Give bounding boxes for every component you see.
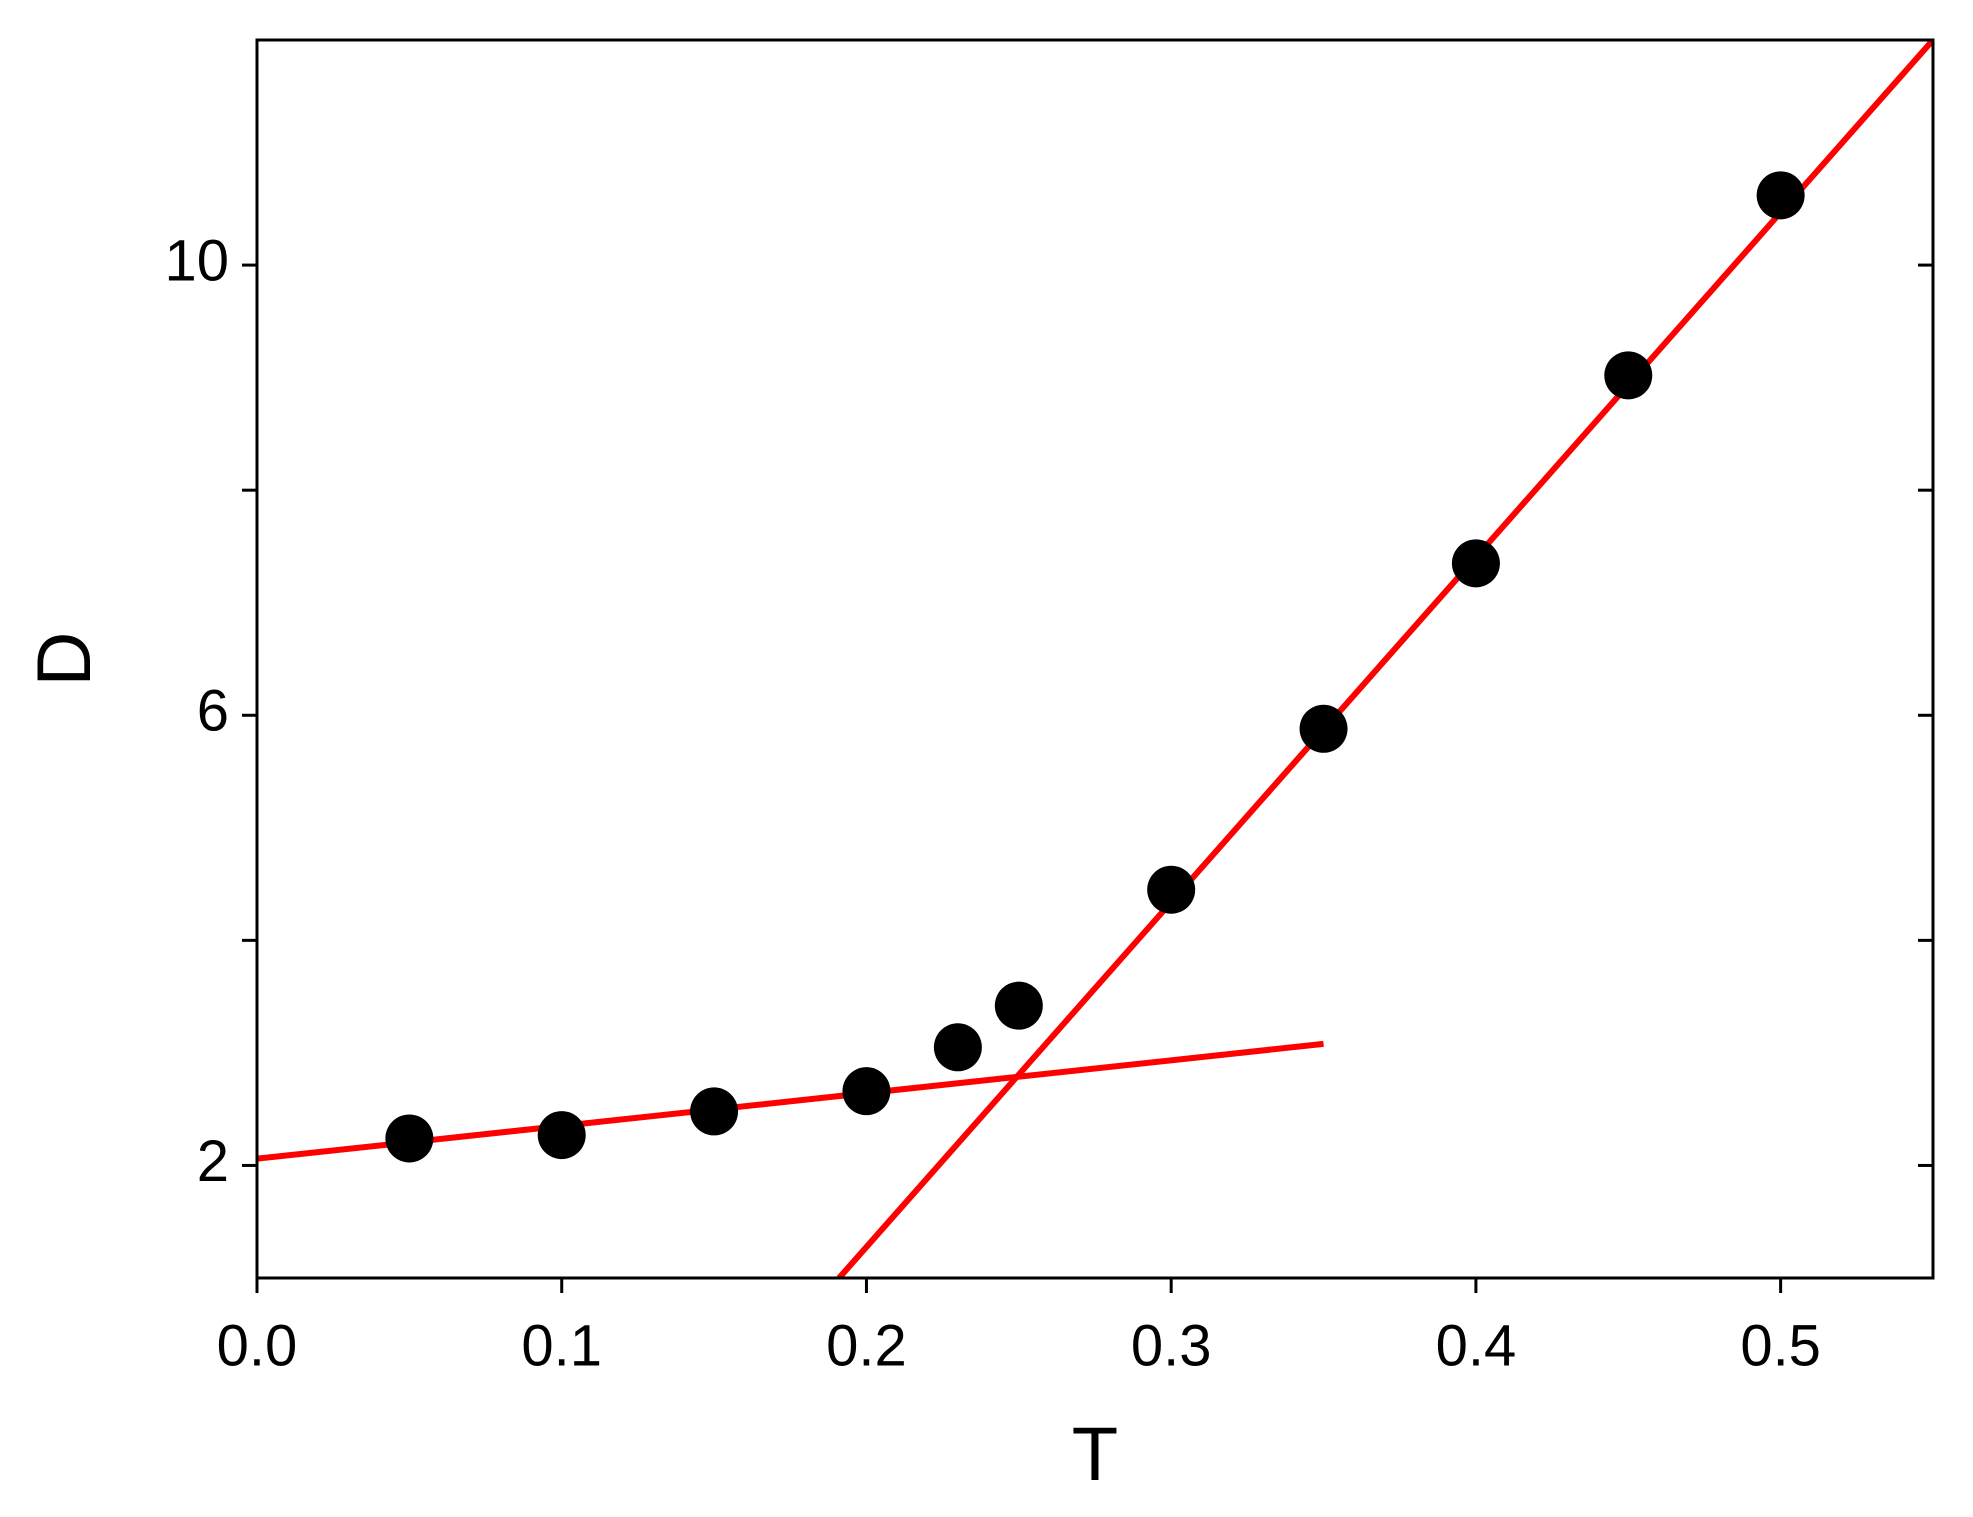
x-tick-label: 0.3: [1131, 1313, 1212, 1378]
data-point: [933, 1023, 982, 1072]
y-axis-title: D: [22, 632, 107, 687]
data-point: [1299, 704, 1348, 753]
x-tick-label: 0.5: [1740, 1313, 1821, 1378]
fit-line: [257, 1040, 1324, 1162]
data-point: [1756, 171, 1805, 220]
y-tick-label: 10: [164, 228, 229, 293]
x-tick-label: 0.1: [521, 1313, 602, 1378]
x-axis-title: T: [1072, 1412, 1118, 1497]
data-point: [537, 1111, 586, 1160]
plot-frame: [255, 38, 1935, 1280]
data-point: [385, 1114, 434, 1163]
y-tick-label: 2: [197, 1129, 229, 1194]
plot-area: [257, 40, 1933, 1278]
data-point: [690, 1087, 739, 1136]
data-point: [994, 981, 1043, 1030]
data-point: [842, 1067, 891, 1116]
y-tick-label: 6: [197, 679, 229, 744]
x-tick-label: 0.2: [826, 1313, 907, 1378]
fit-line: [836, 40, 1933, 1278]
x-tick-label: 0.0: [217, 1313, 298, 1378]
data-point: [1147, 865, 1196, 914]
x-tick-label: 0.4: [1436, 1313, 1517, 1378]
data-point: [1604, 351, 1653, 400]
data-point: [1451, 539, 1500, 588]
